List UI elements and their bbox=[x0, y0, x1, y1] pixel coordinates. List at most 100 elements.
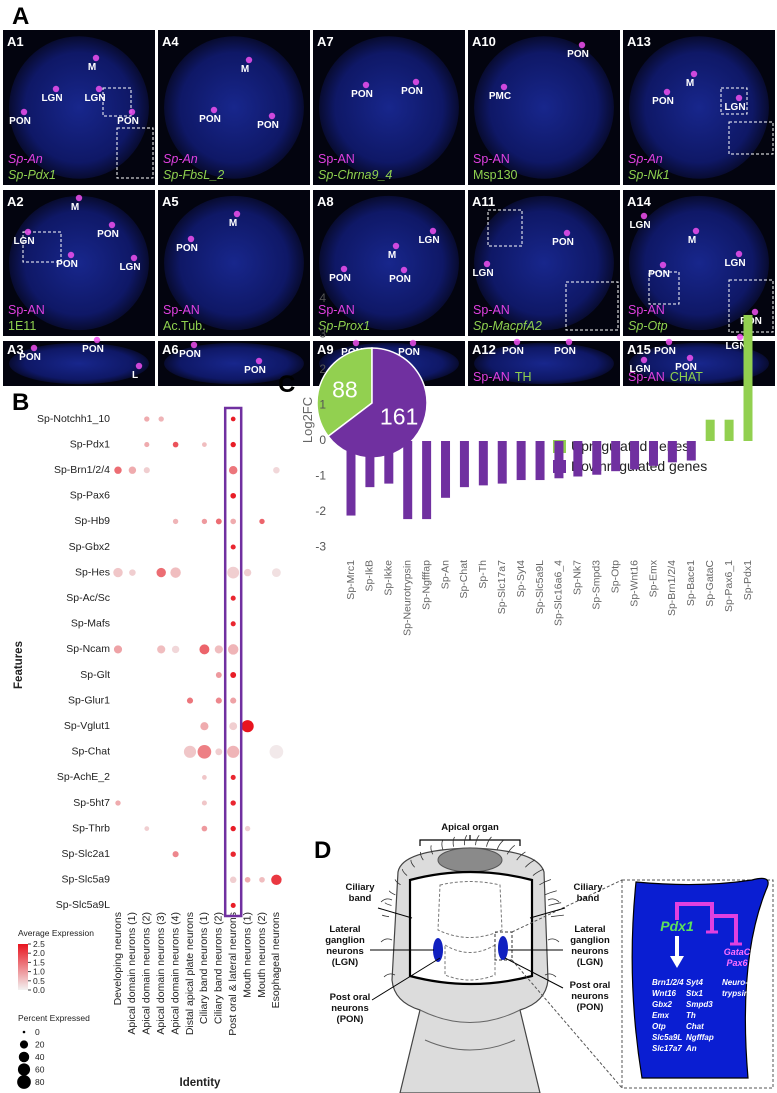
dot bbox=[144, 826, 150, 831]
cilium bbox=[383, 973, 396, 978]
highlight-box bbox=[223, 406, 243, 918]
dot bbox=[230, 825, 236, 832]
dot bbox=[227, 745, 240, 758]
inset-box bbox=[22, 231, 62, 263]
bar bbox=[630, 441, 640, 470]
panel-label: C bbox=[278, 371, 295, 398]
bar bbox=[384, 441, 394, 484]
pie-slice bbox=[316, 347, 373, 438]
panel-label: D bbox=[314, 837, 331, 864]
signal bbox=[108, 221, 116, 229]
dot bbox=[230, 902, 236, 908]
diagram-label: neurons bbox=[571, 946, 608, 957]
dot bbox=[201, 518, 208, 525]
feature-label: Sp-Brn1/2/4 bbox=[54, 464, 110, 476]
dot bbox=[259, 518, 265, 525]
x-tick-label: Sp-Ikke bbox=[383, 560, 395, 596]
dot bbox=[172, 441, 179, 448]
region-label: PON bbox=[97, 229, 119, 240]
cilium bbox=[452, 836, 455, 847]
cilium bbox=[548, 902, 562, 906]
dot bbox=[200, 722, 209, 731]
cilium bbox=[384, 902, 392, 906]
signal bbox=[563, 229, 571, 237]
bar bbox=[403, 441, 413, 520]
region-label: PON bbox=[257, 120, 279, 131]
bar bbox=[648, 441, 658, 466]
region-label: PMC bbox=[489, 91, 511, 102]
region-label: PON bbox=[648, 269, 670, 280]
region-label: PON bbox=[389, 274, 411, 285]
image-tile: PON PON A12 Sp-AN TH bbox=[468, 338, 620, 386]
diagram-label: Slc17a7 bbox=[652, 1044, 682, 1053]
diagram-label: (LGN) bbox=[332, 957, 358, 968]
identity-label: Apical domain neurons (1) bbox=[126, 912, 138, 1035]
dot bbox=[171, 645, 180, 654]
signal bbox=[187, 235, 195, 243]
dot bbox=[115, 800, 121, 806]
region-label: L bbox=[132, 370, 138, 381]
diagram-label: Slc5a9L bbox=[652, 1033, 682, 1042]
dot bbox=[128, 466, 137, 474]
dot bbox=[241, 720, 254, 733]
signal bbox=[565, 338, 573, 346]
signal bbox=[233, 210, 241, 218]
signal bbox=[659, 261, 667, 269]
image-tile: M LGN LGN PON PON A1 Sp-An Sp-Pdx1 bbox=[3, 30, 155, 185]
size-label: 0 bbox=[35, 1027, 40, 1037]
diagram-label: (PON) bbox=[337, 1014, 364, 1025]
bar bbox=[724, 419, 734, 441]
feature-label: Sp-Hb9 bbox=[74, 515, 110, 527]
tissue bbox=[474, 195, 614, 331]
region-label: PON bbox=[19, 352, 41, 363]
dot bbox=[183, 745, 197, 758]
bar bbox=[478, 441, 488, 486]
tile-id: A8 bbox=[317, 194, 334, 209]
x-tick-label: Sp-Slc17a7 bbox=[496, 560, 508, 614]
x-tick-label: Sp-Pdx1 bbox=[742, 560, 754, 600]
dot bbox=[269, 744, 284, 759]
scale-label: 0.0 bbox=[33, 985, 45, 995]
y-tick-label: 2 bbox=[319, 362, 326, 376]
dot bbox=[215, 672, 222, 678]
bar bbox=[705, 419, 715, 441]
size-key bbox=[18, 1051, 30, 1063]
tile-id: A6 bbox=[162, 342, 179, 357]
tile-id: A14 bbox=[627, 194, 652, 209]
signal bbox=[412, 78, 420, 86]
dot bbox=[230, 595, 236, 601]
dot bbox=[230, 672, 237, 678]
identity-label: Mouth neurons (2) bbox=[256, 912, 268, 998]
cilium bbox=[547, 898, 560, 903]
image-tile: LGN M PON PON A8 Sp-AN Sp-Prox1 bbox=[313, 190, 465, 336]
cilium bbox=[394, 879, 401, 886]
region-label: LGN bbox=[119, 262, 140, 273]
stain-label: Ac.Tub. bbox=[163, 319, 206, 333]
diagram-label: Apical organ bbox=[441, 822, 499, 833]
stain-label: Sp-AN bbox=[473, 303, 510, 317]
diagram-label: Brn1/2/4 bbox=[652, 978, 684, 987]
stain-label: Sp-An bbox=[8, 152, 43, 166]
size-key bbox=[19, 1040, 29, 1049]
signal bbox=[663, 88, 671, 96]
tile-id: A1 bbox=[7, 34, 24, 49]
tile-id: A4 bbox=[162, 34, 179, 49]
x-tick-label: Sp-Brn1/2/4 bbox=[666, 560, 678, 616]
feature-label: Sp-Notchh1_10 bbox=[37, 413, 110, 425]
tile-id: A13 bbox=[627, 34, 651, 49]
region-label: LGN bbox=[41, 93, 62, 104]
diagram-label: Th bbox=[686, 1011, 696, 1020]
region-label: LGN bbox=[724, 102, 745, 113]
stain-label: 1E11 bbox=[8, 319, 36, 333]
cilium bbox=[441, 840, 444, 850]
cilium bbox=[544, 890, 557, 896]
inset-box bbox=[102, 87, 132, 117]
identity-label: Distal apical plate neurons bbox=[184, 912, 196, 1035]
diagram-label: Lateral bbox=[329, 924, 360, 935]
region-label: M bbox=[71, 202, 79, 213]
diagram-label: Emx bbox=[652, 1011, 669, 1020]
signal bbox=[735, 94, 743, 102]
dot bbox=[197, 744, 212, 759]
dot bbox=[230, 544, 236, 550]
feature-label: Sp-Mafs bbox=[71, 618, 110, 630]
